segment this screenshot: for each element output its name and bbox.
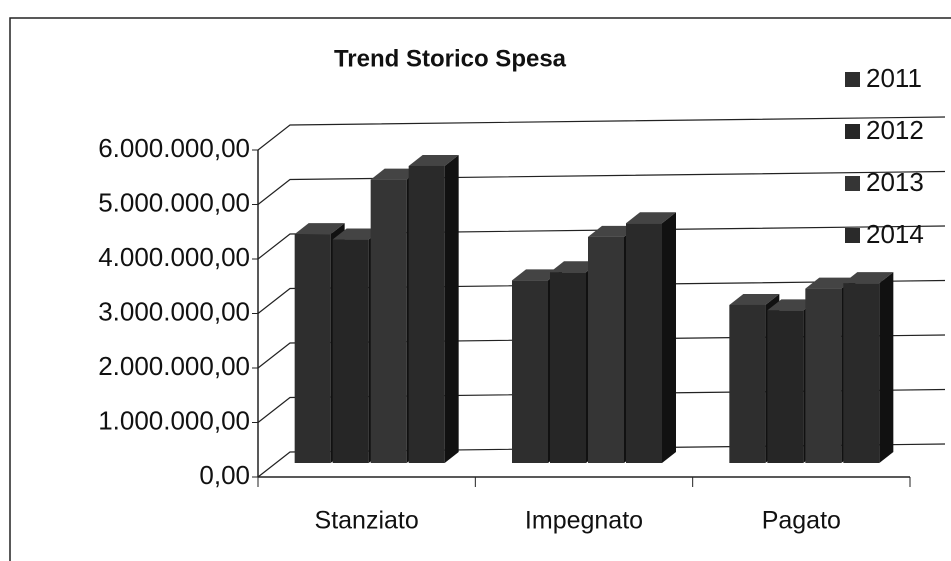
- legend-label: 2013: [866, 167, 924, 197]
- legend-label: 2012: [866, 115, 924, 145]
- bar: [370, 179, 407, 463]
- bar-top: [767, 299, 818, 311]
- x-tick-label: Stanziato: [315, 507, 419, 535]
- grid-line: [257, 388, 946, 423]
- y-tick-label: 1.000.000,00: [98, 405, 250, 435]
- bar: [805, 288, 842, 463]
- bar-top: [332, 228, 383, 240]
- grid-line: [257, 334, 946, 369]
- bar: [729, 304, 766, 463]
- legend-label: 2014: [866, 219, 924, 249]
- bar-top: [512, 269, 562, 281]
- bar-top: [843, 272, 894, 284]
- bar-top: [626, 212, 676, 224]
- bar: [626, 223, 662, 463]
- grid-line: [257, 116, 946, 151]
- grid-line: [257, 170, 946, 205]
- y-tick-label: 3.000.000,00: [98, 296, 250, 326]
- y-tick-label: 5.000.000,00: [98, 187, 250, 217]
- x-tick-label: Pagato: [762, 507, 841, 535]
- bar-top: [729, 293, 780, 305]
- grid-line: [257, 225, 946, 260]
- grid-line: [257, 279, 946, 314]
- bar: [294, 234, 331, 463]
- y-tick-label: 0,00: [199, 460, 250, 490]
- legend-swatch: [845, 72, 860, 87]
- bar: [767, 310, 804, 463]
- grid-line: [257, 443, 946, 478]
- bar: [843, 283, 880, 463]
- chart-title: Trend Storico Spesa: [334, 45, 567, 72]
- legend-swatch: [845, 124, 860, 139]
- y-tick-label: 4.000.000,00: [98, 242, 250, 272]
- bar: [408, 165, 445, 463]
- bar-top: [408, 154, 459, 166]
- chart-frame: [9, 17, 951, 561]
- legend-swatch: [845, 176, 860, 191]
- bar-side: [444, 154, 459, 463]
- legend-label: 2011: [866, 63, 922, 93]
- y-tick-label: 2.000.000,00: [98, 351, 250, 381]
- bar-side: [662, 212, 676, 463]
- bar-top: [805, 277, 856, 289]
- bar-top: [550, 261, 600, 273]
- bar-top: [370, 168, 421, 180]
- bar: [332, 239, 369, 463]
- bar: [550, 272, 586, 463]
- bar-side: [879, 272, 894, 463]
- x-tick-label: Impegnato: [525, 507, 643, 535]
- bar-top: [588, 225, 638, 237]
- legend-swatch: [845, 228, 860, 243]
- y-tick-label: 6.000.000,00: [98, 133, 250, 163]
- bar-top: [294, 223, 345, 235]
- bar: [588, 236, 624, 463]
- bar: [512, 280, 548, 463]
